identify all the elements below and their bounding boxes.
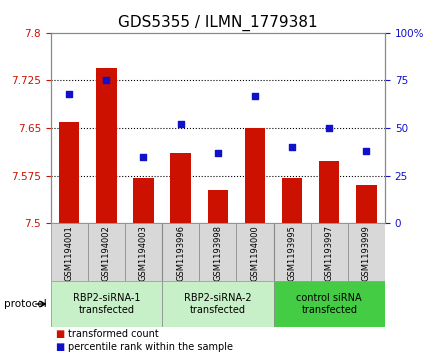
Bar: [245, 128, 265, 223]
Bar: [282, 178, 302, 223]
Point: [326, 125, 333, 131]
Text: GSM1194000: GSM1194000: [250, 225, 260, 281]
Bar: [162, 223, 199, 281]
Bar: [125, 223, 162, 281]
Point: [140, 154, 147, 159]
Bar: [88, 223, 125, 281]
Point: [214, 150, 221, 156]
Text: GSM1194003: GSM1194003: [139, 225, 148, 281]
Bar: [274, 281, 385, 327]
Bar: [170, 153, 191, 223]
Text: RBP2-siRNA-1
transfected: RBP2-siRNA-1 transfected: [73, 293, 140, 315]
Bar: [311, 223, 348, 281]
Bar: [274, 223, 311, 281]
Bar: [199, 223, 236, 281]
Text: GSM1193996: GSM1193996: [176, 225, 185, 281]
Text: GSM1193997: GSM1193997: [325, 225, 334, 281]
Text: GSM1194001: GSM1194001: [65, 225, 73, 281]
Text: GSM1193998: GSM1193998: [213, 225, 222, 281]
Bar: [51, 281, 162, 327]
Bar: [356, 185, 377, 223]
Text: transformed count: transformed count: [68, 329, 159, 339]
Text: ■: ■: [55, 342, 64, 352]
Text: GSM1194002: GSM1194002: [102, 225, 111, 281]
Text: GSM1193999: GSM1193999: [362, 225, 371, 281]
Point: [289, 144, 296, 150]
Point: [177, 121, 184, 127]
Bar: [96, 68, 117, 223]
Bar: [348, 223, 385, 281]
Point: [103, 77, 110, 83]
Text: ■: ■: [55, 329, 64, 339]
Title: GDS5355 / ILMN_1779381: GDS5355 / ILMN_1779381: [118, 15, 318, 31]
Bar: [208, 189, 228, 223]
Bar: [51, 223, 88, 281]
Bar: [59, 122, 79, 223]
Bar: [236, 223, 274, 281]
Bar: [162, 281, 274, 327]
Text: percentile rank within the sample: percentile rank within the sample: [68, 342, 233, 352]
Text: RBP2-siRNA-2
transfected: RBP2-siRNA-2 transfected: [184, 293, 252, 315]
Bar: [319, 161, 340, 223]
Point: [251, 93, 258, 98]
Text: protocol: protocol: [4, 299, 47, 309]
Point: [363, 148, 370, 154]
Bar: [133, 178, 154, 223]
Text: control siRNA
transfected: control siRNA transfected: [297, 293, 362, 315]
Text: GSM1193995: GSM1193995: [288, 225, 297, 281]
Point: [66, 91, 73, 97]
